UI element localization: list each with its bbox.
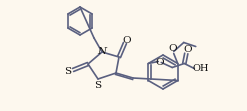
Text: S: S (64, 66, 72, 75)
Text: O: O (155, 58, 164, 67)
Text: S: S (94, 80, 102, 89)
Text: N: N (97, 47, 106, 56)
Text: O: O (183, 45, 192, 54)
Text: OH: OH (192, 64, 208, 73)
Text: O: O (123, 36, 131, 45)
Text: O: O (168, 44, 177, 53)
